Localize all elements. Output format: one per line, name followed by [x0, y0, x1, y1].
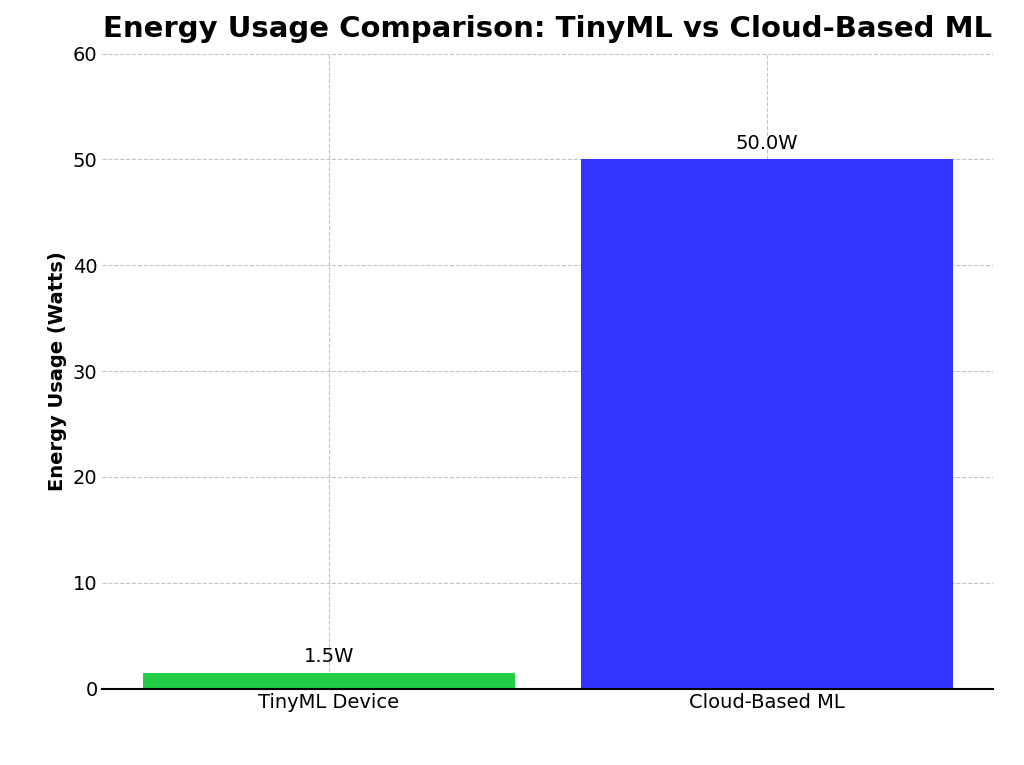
Bar	[143, 672, 515, 689]
Title: Energy Usage Comparison: TinyML vs Cloud-Based ML: Energy Usage Comparison: TinyML vs Cloud…	[103, 15, 992, 43]
Y-axis label: Energy Usage (Watts): Energy Usage (Watts)	[48, 251, 68, 491]
Text: 50.0W: 50.0W	[735, 134, 798, 153]
Bar	[581, 159, 952, 688]
Text: 1.5W: 1.5W	[304, 647, 354, 666]
